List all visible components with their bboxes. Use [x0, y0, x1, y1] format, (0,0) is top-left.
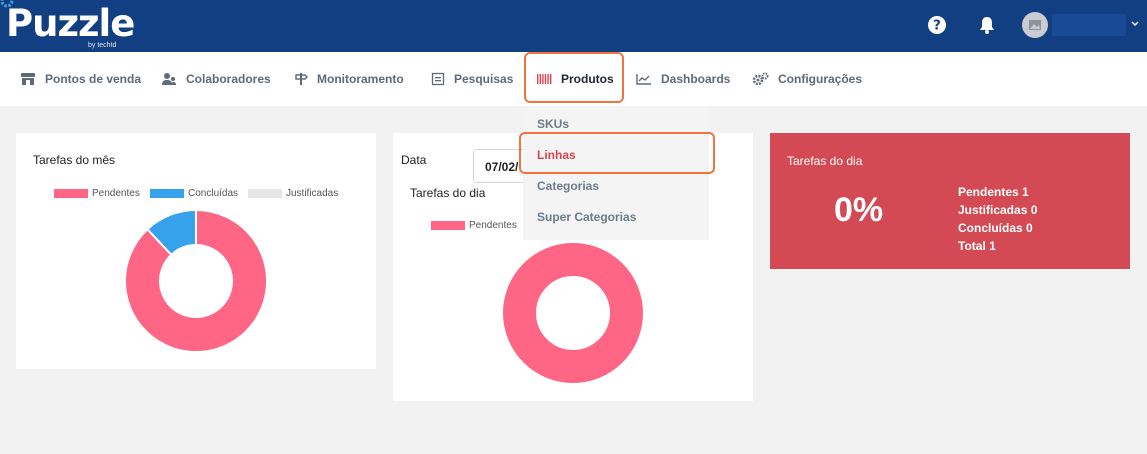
menu-item-skus[interactable]: SKUs: [537, 117, 570, 131]
nav-item-pontos-de-venda[interactable]: Pontos de venda: [20, 52, 141, 106]
cogs-icon: [752, 72, 769, 86]
nav-item-pesquisas[interactable]: Pesquisas: [431, 52, 513, 106]
nav-item-label: Colaboradores: [186, 72, 271, 86]
stat-concluidas: Concluídas 0: [958, 221, 1033, 235]
legend-swatch: [431, 221, 465, 230]
legend-label: Pendentes: [469, 220, 517, 231]
day-summary-card: Tarefas do dia 0% Pendentes 1 Justificad…: [770, 133, 1130, 269]
nav-item-colaboradores[interactable]: Colaboradores: [161, 52, 271, 106]
users-icon: [162, 73, 176, 85]
legend-item-concluidas[interactable]: Concluídas: [150, 188, 238, 199]
barcode-icon: [537, 74, 552, 84]
top-bar: Puzzle by techtd ?: [0, 0, 1147, 52]
main-nav: Pontos de venda Colaboradores Monitorame…: [0, 52, 1147, 106]
menu-item-categorias[interactable]: Categorias: [537, 179, 600, 193]
legend-swatch: [150, 189, 184, 198]
legend-label: Pendentes: [92, 188, 140, 199]
stat-pendentes: Pendentes 1: [958, 185, 1029, 199]
date-label: Data: [401, 153, 427, 167]
nav-item-label: Pontos de venda: [45, 72, 142, 86]
cog-logo-icon: [0, 0, 14, 8]
card-title: Tarefas do dia: [410, 186, 486, 200]
donut-slice-pendentes[interactable]: [501, 241, 645, 385]
summary-title: Tarefas do dia: [787, 154, 863, 168]
nav-item-produtos[interactable]: Produtos: [536, 52, 614, 106]
nav-item-dashboards[interactable]: Dashboards: [636, 52, 730, 106]
signpost-icon: [295, 73, 308, 85]
nav-item-configuracoes[interactable]: Configurações: [752, 52, 862, 106]
menu-item-linhas[interactable]: Linhas: [537, 148, 576, 162]
store-icon: [21, 73, 35, 85]
legend-item-justificadas[interactable]: Justificadas: [248, 188, 338, 199]
nav-item-label: Dashboards: [661, 72, 731, 86]
nav-item-label: Configurações: [778, 72, 863, 86]
svg-text:?: ?: [933, 19, 941, 34]
user-menu-name[interactable]: [1052, 14, 1126, 36]
question-circle-icon[interactable]: ?: [926, 14, 948, 36]
line-chart-icon: [636, 74, 651, 85]
nav-item-label: Pesquisas: [454, 72, 514, 86]
card-title: Tarefas do mês: [33, 153, 116, 167]
menu-item-super-categorias[interactable]: Super Categorias: [537, 210, 637, 224]
stat-justificadas: Justificadas 0: [958, 203, 1038, 217]
stat-total: Total 1: [958, 239, 996, 253]
day-donut-chart: [501, 241, 645, 385]
legend-label: Justificadas: [286, 188, 339, 199]
legend-item-pendentes[interactable]: Pendentes: [431, 220, 517, 231]
image-placeholder-icon: [1029, 20, 1041, 30]
legend-swatch: [248, 189, 282, 198]
legend-label: Concluídas: [188, 188, 239, 199]
brand-tagline: by techtd: [88, 42, 117, 49]
nav-item-label: Produtos: [561, 72, 614, 86]
donut-slice-concluídas[interactable]: [145, 209, 197, 257]
nav-item-monitoramento[interactable]: Monitoramento: [294, 52, 404, 106]
legend-swatch: [54, 189, 88, 198]
legend-item-pendentes[interactable]: Pendentes: [54, 188, 140, 199]
linhas-highlight: [519, 132, 715, 174]
produtos-highlight: [524, 52, 624, 103]
form-icon: [431, 72, 445, 86]
date-input[interactable]: 07/02/: [473, 149, 527, 183]
chevron-down-icon[interactable]: [1130, 18, 1140, 30]
donut-slice-pendentes[interactable]: [124, 209, 268, 353]
completion-percent: 0%: [834, 191, 884, 229]
month-tasks-card: Tarefas do mês Pendentes Concluídas Just…: [16, 133, 376, 369]
nav-item-label: Monitoramento: [317, 72, 404, 86]
bell-icon[interactable]: [976, 14, 998, 36]
month-donut-chart: [124, 209, 268, 353]
brand-logo[interactable]: Puzzle: [6, 2, 135, 45]
user-avatar[interactable]: [1022, 12, 1048, 38]
